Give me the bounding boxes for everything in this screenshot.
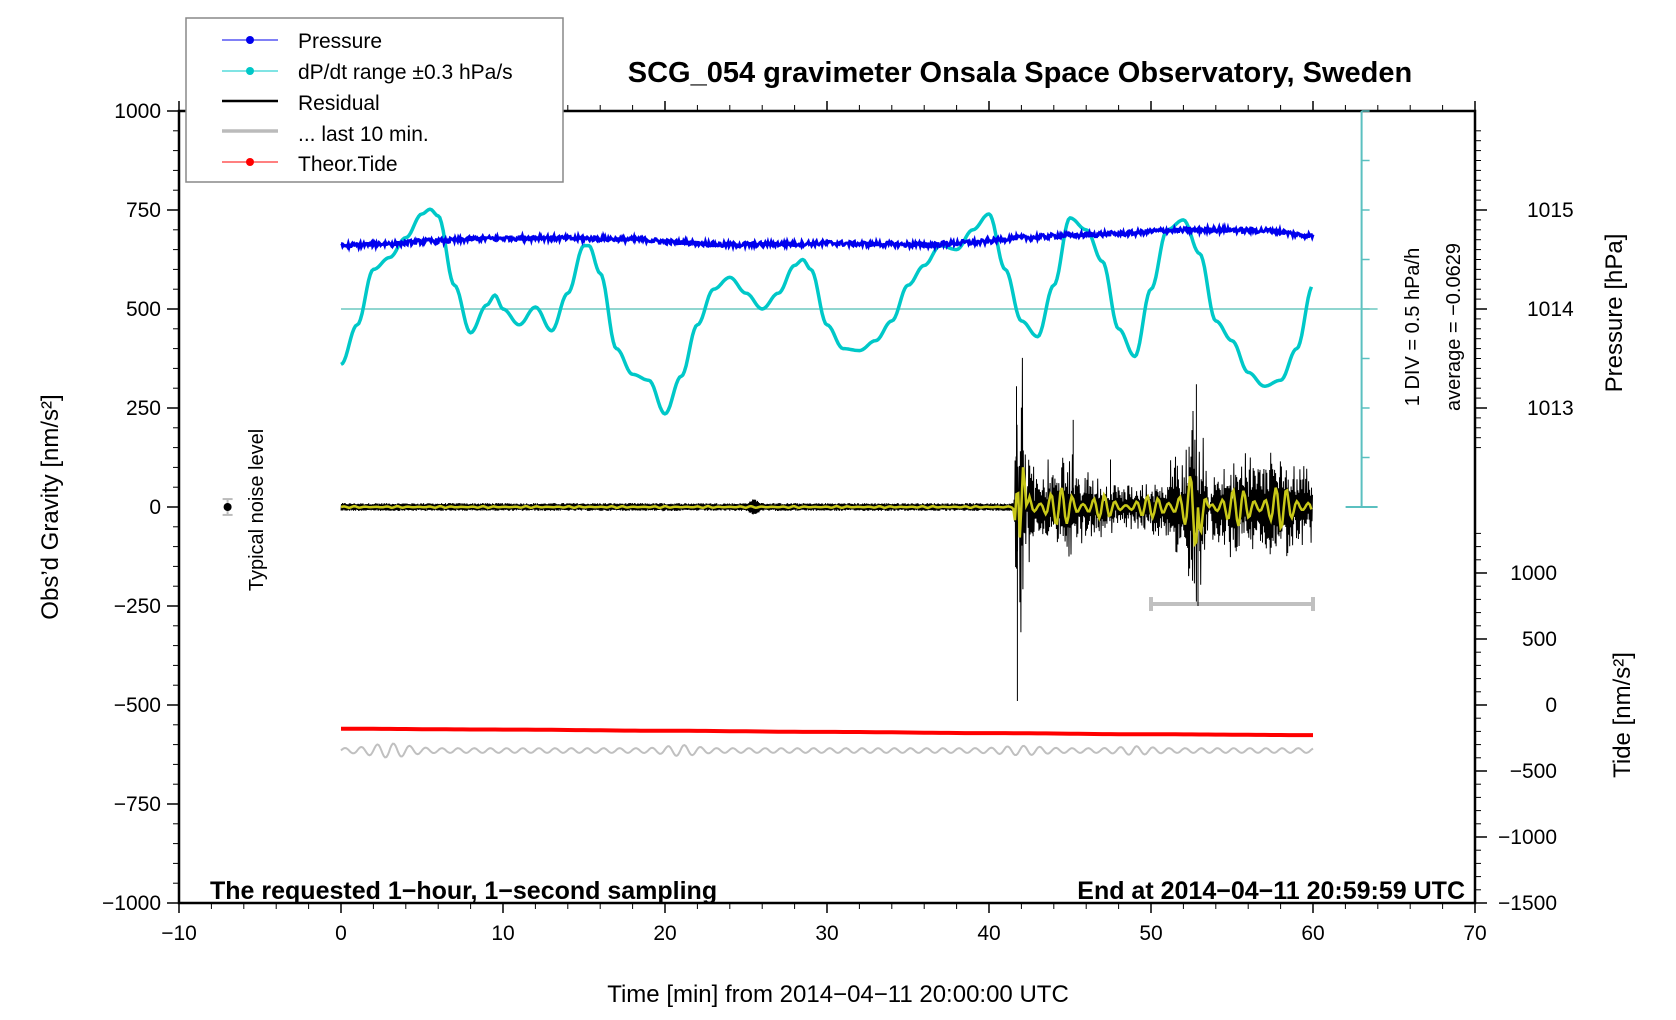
x-tick-label: 30 [815, 922, 838, 945]
x-axis-ticks: −10 0 10 20 30 40 50 60 70 [161, 101, 1487, 945]
y-axis-ticks: 1000 750 500 250 0 −250 −500 −750 −1000 [102, 100, 179, 915]
legend-label-tide: Theor.Tide [298, 153, 398, 176]
tide-tick-label: −500 [1510, 760, 1557, 783]
y-axis-label-left: Obs’d Gravity [nm/s²] [37, 394, 64, 619]
dpdt-scale-label: 1 DIV = 0.5 hPa/h [1402, 248, 1424, 406]
y-tick-label: 0 [149, 496, 161, 519]
tide-tick-label: 0 [1545, 694, 1557, 717]
y-tick-label: 250 [126, 397, 161, 420]
x-tick-label: 60 [1301, 922, 1324, 945]
legend-item-last10: ... last 10 min. [222, 123, 429, 146]
y-tick-label: 1000 [114, 100, 161, 123]
x-tick-label: −10 [161, 922, 197, 945]
x-tick-label: 10 [491, 922, 514, 945]
legend-dot-pressure [246, 36, 254, 44]
series-residual-smoothed [340, 467, 1313, 548]
series-tide-residual [340, 742, 1314, 759]
y-tick-label: −250 [114, 595, 161, 618]
legend-dot-tide [246, 158, 254, 166]
legend-label-pressure: Pressure [298, 30, 382, 53]
series-dpdt [340, 207, 1314, 416]
dpdt-average-label: average = −0.0629 [1443, 243, 1465, 411]
y-tick-label: −1000 [102, 892, 161, 915]
tide-tick-label: −1000 [1498, 826, 1557, 849]
x-axis-label: Time [min] from 2014−04−11 20:00:00 UTC [607, 981, 1069, 1008]
y-tick-label: −750 [114, 793, 161, 816]
pressure-tick-label: 1013 [1527, 397, 1574, 420]
right-axis-ticks: 1015 1014 1013 1000 500 0 −500 −1000 −1500 [1475, 130, 1574, 915]
y-axis-label-tide: Tide [nm/s²] [1609, 652, 1636, 778]
legend-item-residual: Residual [222, 92, 380, 115]
series-residual [340, 357, 1313, 701]
legend-item-pressure: Pressure [222, 30, 382, 53]
noise-dot [223, 503, 232, 511]
annotation-sampling: The requested 1−hour, 1−second sampling [210, 877, 717, 905]
dpdt-scale-bar [341, 110, 1378, 508]
series-theor-tide [341, 726, 1313, 738]
y-tick-label: 750 [126, 199, 161, 222]
annotation-end-time: End at 2014−04−11 20:59:59 UTC [1077, 877, 1465, 905]
x-tick-label: 70 [1463, 922, 1486, 945]
chart-title: SCG_054 gravimeter Onsala Space Observat… [628, 57, 1412, 89]
series-group [340, 207, 1315, 759]
pressure-tick-label: 1014 [1527, 298, 1574, 321]
y-tick-label: −500 [114, 694, 161, 717]
x-tick-label: 40 [977, 922, 1000, 945]
legend-label-residual: Residual [298, 92, 380, 115]
x-tick-label: 0 [335, 922, 347, 945]
pressure-tick-label: 1015 [1527, 199, 1574, 222]
legend-item-dpdt: dP/dt range ±0.3 hPa/s [222, 61, 513, 84]
legend-label-last10: ... last 10 min. [298, 123, 429, 146]
x-tick-label: 50 [1139, 922, 1162, 945]
legend-dot-dpdt [246, 67, 254, 75]
y-axis-label-pressure: Pressure [hPa] [1601, 234, 1628, 393]
noise-level-label: Typical noise level [246, 429, 268, 591]
legend-label-dpdt: dP/dt range ±0.3 hPa/s [298, 61, 513, 84]
tide-tick-label: 500 [1522, 628, 1557, 651]
y-tick-label: 500 [126, 298, 161, 321]
tide-tick-label: −1500 [1498, 892, 1557, 915]
x-tick-label: 20 [653, 922, 676, 945]
noise-level-marker [222, 498, 233, 516]
tide-tick-label: 1000 [1510, 562, 1557, 585]
legend-item-tide: Theor.Tide [222, 153, 398, 176]
legend: Pressure dP/dt range ±0.3 hPa/s Residual… [185, 17, 564, 183]
series-pressure [340, 221, 1315, 253]
